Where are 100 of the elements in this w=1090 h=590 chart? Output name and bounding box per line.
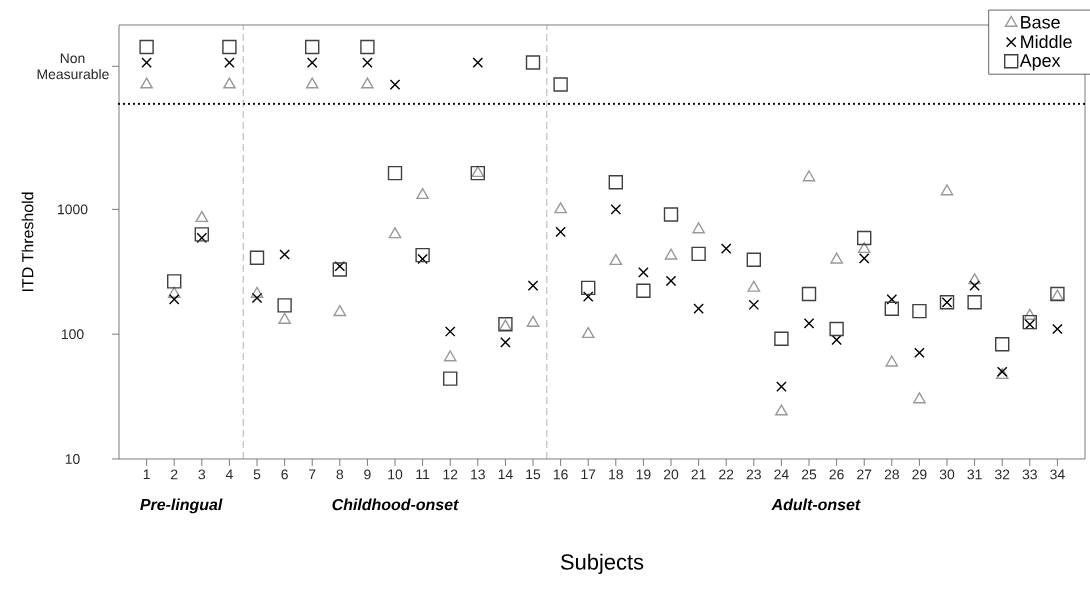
- point: [500, 337, 511, 348]
- x-tick-label: 7: [309, 469, 316, 480]
- point: [995, 337, 1010, 352]
- point: [196, 232, 208, 244]
- x-tick-label: 11: [416, 469, 430, 480]
- point: [332, 262, 348, 277]
- point: [306, 57, 318, 68]
- point: [168, 294, 180, 305]
- point: [222, 39, 237, 55]
- point: [776, 381, 787, 392]
- point: [554, 202, 567, 214]
- point: [691, 246, 706, 262]
- legend-label: Apex: [1019, 54, 1061, 71]
- x-tick-label: 10: [388, 469, 403, 480]
- x-tick-label: 15: [526, 469, 541, 480]
- point: [582, 291, 594, 302]
- point: [610, 204, 622, 215]
- x-tick-label: 24: [774, 469, 789, 480]
- point: [940, 184, 954, 196]
- point: [195, 210, 209, 223]
- x-tick-label: 26: [829, 469, 844, 480]
- point: [885, 355, 899, 367]
- point: [224, 57, 235, 68]
- point: [746, 252, 762, 267]
- point: [444, 326, 456, 337]
- point: [720, 243, 732, 254]
- point: [416, 187, 429, 200]
- point: [774, 331, 789, 346]
- x-tick-label: 31: [967, 469, 982, 480]
- point: [334, 260, 346, 272]
- x-tick-label: 2: [171, 469, 178, 480]
- point: [912, 303, 927, 319]
- point: [747, 280, 761, 292]
- point: [638, 267, 649, 278]
- point: [1024, 318, 1036, 330]
- y-tick-label: Non Measurable: [37, 53, 109, 80]
- x-tick-label: 27: [857, 469, 872, 480]
- point: [664, 248, 678, 260]
- point: [609, 253, 623, 266]
- point: [886, 294, 898, 305]
- x-tick-label: 5: [253, 469, 261, 480]
- point: [167, 286, 181, 298]
- point: [526, 315, 540, 327]
- point: [139, 39, 154, 55]
- point: [802, 170, 816, 182]
- point: [333, 304, 347, 317]
- y-tick-label: 10: [65, 454, 80, 464]
- y-tick-label: 1000: [58, 204, 88, 215]
- x-axis-title: Subjects: [560, 553, 644, 575]
- point: [553, 77, 568, 92]
- x-tick-label: 34: [1050, 469, 1065, 480]
- text: Childhood-onset: [332, 498, 459, 511]
- point: [608, 175, 624, 190]
- point: [362, 57, 373, 68]
- y-tick-label: 100: [61, 329, 84, 340]
- point: [858, 253, 870, 264]
- x-tick-label: 14: [498, 469, 513, 480]
- point: [277, 298, 292, 313]
- legend-label: Middle: [1021, 34, 1072, 49]
- x-tick-label: 23: [746, 469, 761, 480]
- point: [663, 207, 679, 222]
- text: Pre-lingual: [140, 498, 223, 514]
- point: [581, 280, 596, 296]
- point: [693, 303, 704, 314]
- point: [141, 57, 152, 68]
- point: [278, 312, 291, 324]
- x-tick-label: 1: [143, 469, 150, 480]
- point: [251, 292, 263, 304]
- x-tick-label: 9: [364, 469, 371, 480]
- point: [279, 249, 290, 260]
- point: [665, 275, 677, 287]
- point: [857, 241, 871, 254]
- point: [748, 299, 760, 311]
- point: [1023, 308, 1037, 320]
- x-tick-label: 19: [636, 469, 651, 480]
- point: [443, 350, 457, 362]
- point: [388, 227, 402, 239]
- x-tick-label: 6: [281, 469, 288, 480]
- point: [305, 77, 319, 89]
- x-tick-label: 8: [336, 469, 344, 480]
- point: [417, 253, 428, 265]
- point: [857, 230, 872, 246]
- point: [692, 222, 705, 234]
- x-tick-label: 25: [801, 469, 817, 480]
- point: [167, 274, 182, 289]
- point: [250, 286, 264, 298]
- point: [194, 227, 210, 242]
- y-axis-title: ITD Threshold: [21, 192, 34, 292]
- point: [525, 55, 541, 70]
- point: [472, 57, 484, 68]
- x-tick-label: 16: [553, 469, 568, 480]
- point: [803, 318, 815, 329]
- x-tick-label: 32: [994, 469, 1010, 480]
- x-tick-label: 17: [581, 469, 596, 480]
- point: [1052, 323, 1063, 335]
- x-tick-label: 29: [912, 469, 927, 480]
- point: [913, 392, 926, 404]
- x-tick-label: 28: [884, 469, 899, 480]
- point: [389, 79, 401, 90]
- x-tick-label: 13: [471, 469, 485, 480]
